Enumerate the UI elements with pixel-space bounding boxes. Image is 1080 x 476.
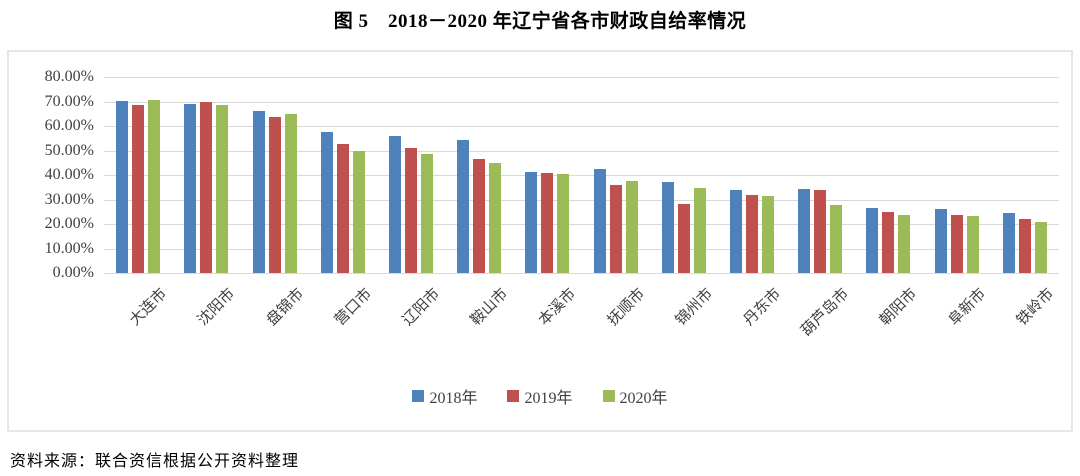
x-axis-category-label: 葫芦岛市	[798, 285, 853, 340]
gridline	[104, 77, 1059, 78]
bar	[746, 194, 759, 273]
x-axis-category-label: 抚顺市	[604, 285, 648, 329]
legend-label: 2020年	[619, 390, 668, 407]
bar	[457, 139, 470, 273]
bar	[625, 181, 638, 273]
gridline	[104, 101, 1059, 103]
gridline	[104, 126, 1059, 127]
y-axis-tick-label: 50.00%	[44, 141, 94, 159]
bar	[336, 143, 349, 273]
gridline	[104, 150, 1059, 152]
x-axis-category-label: 阜新市	[945, 285, 989, 329]
bar	[420, 153, 433, 273]
bar	[320, 131, 333, 273]
bar	[609, 184, 622, 273]
legend-label: 2018年	[429, 390, 478, 407]
x-axis-category-label: 铁岭市	[1013, 285, 1058, 329]
gridline	[104, 224, 1059, 225]
chart-area: 0.00% 10.00% 20.00% 30.00% 40.00% 50.00% 60.00…	[7, 50, 1073, 432]
bar	[693, 188, 706, 273]
bar	[404, 148, 417, 273]
bar	[132, 105, 145, 273]
bar	[762, 196, 775, 273]
legend-item: 2018年	[412, 384, 477, 408]
gridline	[104, 175, 1059, 176]
bar	[388, 135, 401, 273]
bar	[1018, 219, 1031, 273]
x-axis-category-label: 丹东市	[741, 285, 785, 329]
legend-color-swatch-icon	[602, 390, 615, 402]
y-axis-tick-label: 0.00%	[52, 264, 94, 281]
bar	[798, 188, 811, 273]
bar	[898, 214, 911, 273]
x-axis-category-label: 鞍山市	[468, 285, 512, 329]
gridline	[104, 248, 1059, 250]
bar	[866, 208, 879, 273]
x-axis-category-label: 盘锦市	[263, 285, 307, 329]
bar	[882, 212, 895, 273]
bar	[268, 117, 281, 273]
bar	[352, 150, 365, 273]
bar	[593, 168, 606, 273]
plot-area: 0.00% 10.00% 20.00% 30.00% 40.00% 50.00% 60.00…	[9, 52, 1071, 430]
x-axis-category-label: 营口市	[331, 285, 375, 329]
figure-title: 图 5 2018－2020 年辽宁省各市财政自给率情况	[333, 11, 747, 32]
bar	[525, 171, 538, 273]
bar	[966, 215, 979, 273]
bar	[950, 215, 963, 273]
legend-color-swatch-icon	[412, 390, 425, 402]
bar	[557, 173, 570, 273]
bar	[473, 158, 486, 273]
bar	[1002, 213, 1015, 273]
bar	[216, 105, 229, 273]
bar	[489, 162, 502, 273]
bar	[814, 190, 827, 273]
bar	[184, 103, 197, 273]
x-axis-category-label: 辽阳市	[399, 285, 444, 329]
x-axis-category-label: 朝阳市	[877, 285, 921, 329]
y-axis-tick-label: 20.00%	[44, 215, 94, 232]
bar	[830, 204, 843, 273]
y-axis-tick-label: 60.00%	[44, 117, 94, 134]
x-axis-category-label: 沈阳市	[195, 285, 239, 329]
y-axis-tick-label: 40.00%	[44, 166, 94, 183]
bar	[148, 100, 161, 273]
bar	[730, 190, 743, 273]
y-axis-tick-label: 30.00%	[44, 190, 94, 208]
y-axis-tick-label: 80.00%	[44, 68, 94, 85]
gridline	[104, 273, 1059, 274]
bar	[541, 172, 554, 273]
bar	[677, 204, 690, 273]
bar	[661, 182, 674, 273]
bar	[284, 113, 297, 273]
x-axis-category-label: 本溪市	[536, 285, 580, 329]
bar	[116, 100, 129, 273]
legend-color-swatch-icon	[507, 390, 520, 402]
bar	[200, 101, 213, 273]
x-axis-category-label: 锦州市	[672, 285, 716, 329]
y-axis-tick-label: 70.00%	[44, 92, 94, 110]
gridline	[104, 199, 1059, 201]
x-axis-category-label: 大连市	[127, 285, 171, 329]
bar	[934, 208, 947, 273]
bar	[1034, 221, 1047, 273]
legend-item: 2020年	[602, 384, 668, 408]
bar	[252, 111, 265, 273]
legend-label: 2019年	[524, 390, 573, 407]
source-note: 资料来源：联合资信根据公开资料整理	[10, 453, 300, 470]
legend-item: 2019年	[507, 384, 573, 408]
legend: 2018年 2019年 2020年	[9, 384, 1071, 408]
y-axis-tick-label: 10.00%	[44, 239, 94, 257]
